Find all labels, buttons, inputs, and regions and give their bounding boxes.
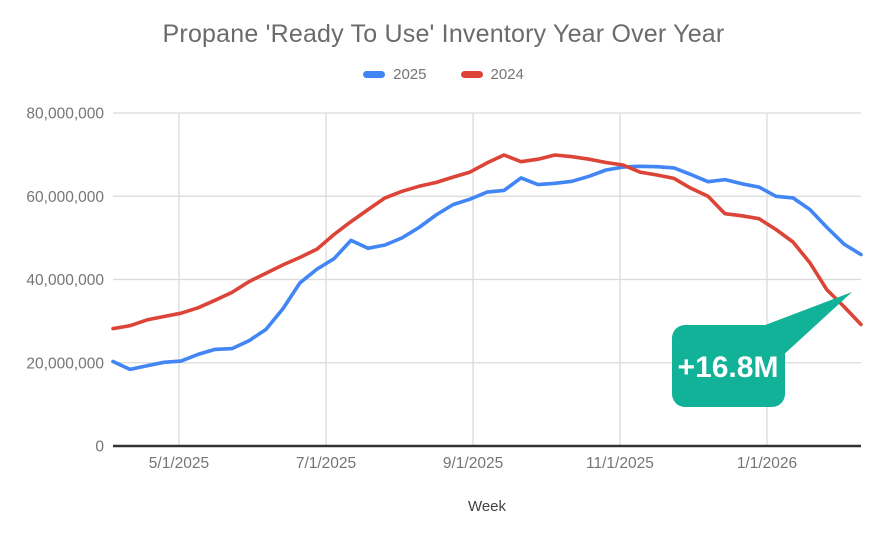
series-lines (111, 153, 863, 372)
y-tick-label: 20,000,000 (26, 355, 104, 372)
legend-swatch-2024-icon (460, 71, 483, 78)
gridlines (113, 112, 861, 446)
x-tick-label: 5/1/2025 (149, 455, 209, 472)
series-line-2024[interactable] (111, 153, 863, 331)
legend-label-2025: 2025 (393, 66, 427, 83)
chart-title: Propane 'Ready To Use' Inventory Year Ov… (162, 20, 725, 48)
legend-swatch-2025-icon (363, 71, 386, 78)
axes: 80,000,000 60,000,000 40,000,000 20,000,000… (26, 106, 861, 472)
y-tick-label: 60,000,000 (26, 189, 104, 206)
legend-item-2025[interactable]: 2025 (363, 66, 427, 83)
callout-box (672, 325, 785, 407)
legend-label-2024: 2024 (490, 66, 524, 83)
y-tick-label: 40,000,000 (26, 272, 104, 289)
series-line-2025[interactable] (111, 164, 863, 372)
annotation-label: +16.8M (678, 351, 779, 384)
legend: 2025 2024 (0, 66, 887, 83)
x-tick-label: 7/1/2025 (296, 455, 356, 472)
annotation-callout: +16.8M (672, 292, 852, 407)
x-tick-label: 11/1/2025 (586, 455, 654, 472)
y-tick-label: 0 (95, 439, 104, 456)
legend-item-2024[interactable]: 2024 (460, 66, 524, 83)
y-tick-label: 80,000,000 (26, 106, 104, 123)
x-tick-label: 9/1/2025 (443, 455, 503, 472)
x-axis-title: Week (467, 498, 507, 515)
x-tick-label: 1/1/2026 (737, 455, 797, 472)
